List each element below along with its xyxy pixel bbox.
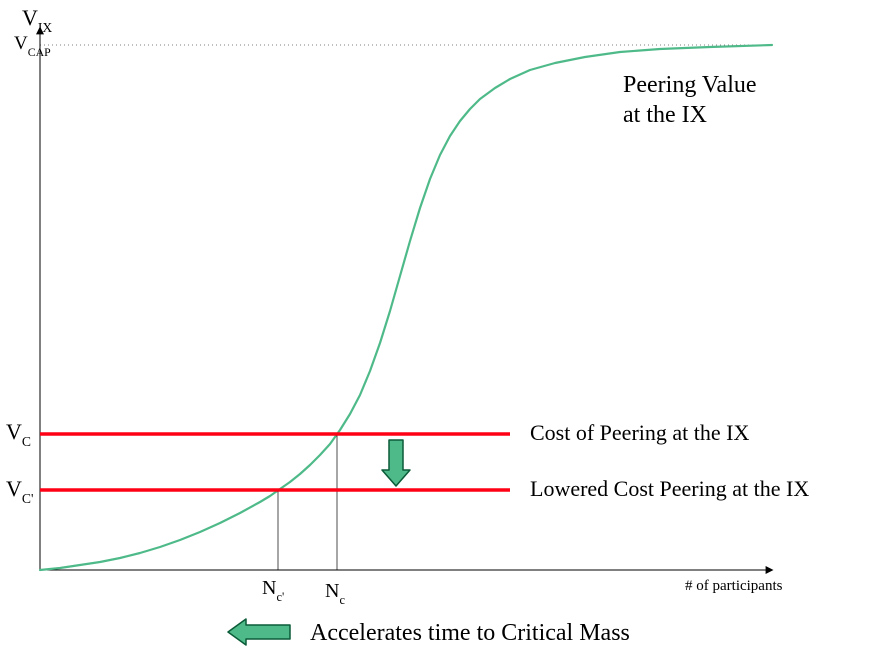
vcprime-tick-sub: C' [22,491,34,506]
vc-tick-label: VC [6,420,31,447]
accelerates-label: Accelerates time to Critical Mass [310,620,630,646]
cost-lines [40,434,510,490]
y-axis-label-main: V [22,5,38,30]
nc-tick-main: N [325,580,339,602]
vcprime-tick-label: VC' [6,477,33,504]
left-arrow-icon [228,619,290,645]
intersection-guides [278,434,337,570]
nc-tick-sub: c [339,593,345,607]
down-arrow-icon [382,440,410,486]
ncprime-tick-main: N [262,577,276,599]
vcap-label: VCAP [14,34,51,58]
y-axis-label: VIX [22,6,52,33]
nc-tick-label: Nc [325,580,345,606]
peering-value-line2: at the IX [623,102,707,128]
peering-value-line1: Peering Value [623,72,757,98]
vcprime-annotation: Lowered Cost Peering at the IX [530,477,809,501]
vcap-label-sub: CAP [28,46,51,59]
vc-tick-sub: C [22,434,31,449]
peering-value-label: Peering Value at the IX [623,70,757,130]
ncprime-tick-sub: c' [276,590,284,604]
vcprime-tick-main: V [6,476,22,501]
chart-stage: VIX VCAP VC VC' Nc' Nc # of participants… [0,0,884,664]
x-axis-label: # of participants [685,578,782,595]
vc-tick-main: V [6,419,22,444]
vcap-label-main: V [14,33,28,54]
vc-annotation: Cost of Peering at the IX [530,421,749,445]
ncprime-tick-label: Nc' [262,577,284,603]
